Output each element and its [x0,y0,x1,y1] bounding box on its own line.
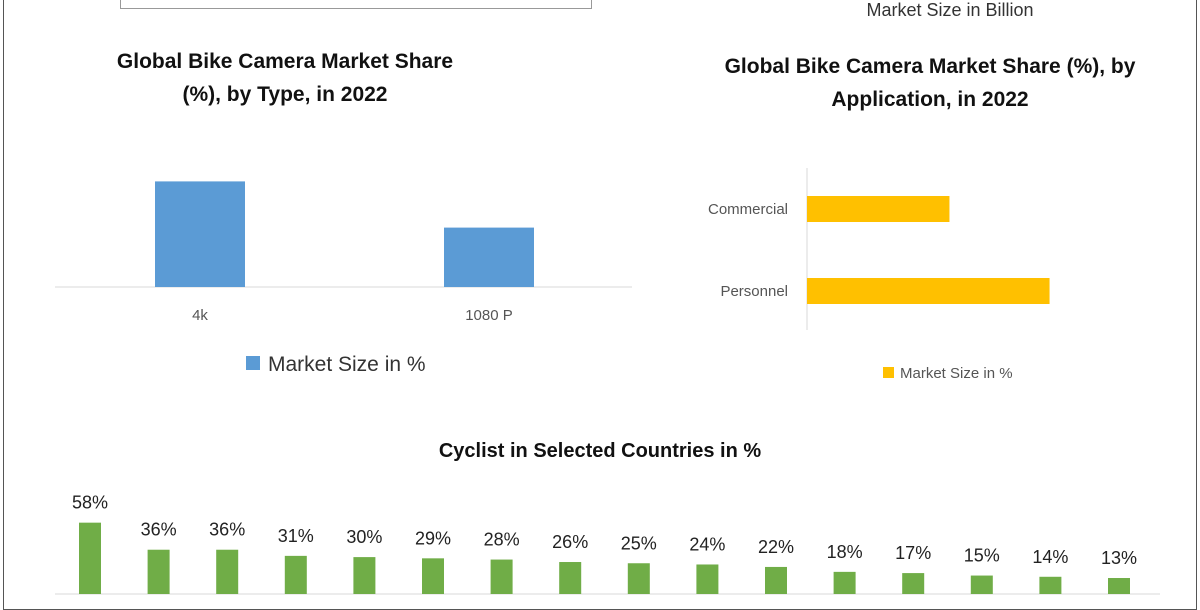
cyclist-bar [284,555,307,594]
cyclist-data-label: 31% [278,526,314,546]
cyclist-data-label: 26% [552,532,588,552]
cyclist-data-label: 14% [1032,547,1068,567]
type-tick-label: 4k [192,307,208,324]
cyclist-data-label: 58% [72,493,108,513]
top-box [120,0,592,9]
cyclist-bar [559,562,582,594]
cyclist-data-label: 22% [758,537,794,557]
cyclist-bar [216,549,239,594]
application-tick-label: Commercial [708,201,788,218]
cyclist-bar [422,558,444,594]
cyclist-data-label: 30% [346,527,382,547]
application-chart-title: Global Bike Camera Market Share (%), by … [724,55,1136,111]
cyclist-data-label: 13% [1101,548,1137,568]
type-legend-swatch [246,356,260,370]
cyclist-bar [765,566,787,594]
cyclist-data-label: 29% [415,528,451,548]
cyclist-bar [833,571,856,594]
cyclist-data-label: 15% [964,546,1000,566]
cyclist-bar [353,557,376,594]
application-legend-label: Market Size in % [900,365,1013,382]
cyclist-bar [970,575,993,594]
cyclist-data-label: 28% [484,530,520,550]
cyclist-data-label: 18% [827,542,863,562]
cyclist-data-label: 36% [141,520,177,540]
type-tick-label: 1080 P [465,307,513,324]
cyclist-bar [1108,578,1130,594]
cyclist-data-label: 17% [895,543,931,563]
cyclist-data-label: 25% [621,533,657,553]
billion-legend-label: Market Size in Billion [866,0,1034,20]
application-bar [807,196,950,222]
cyclist-bar [902,573,925,594]
application-tick-label: Personnel [720,283,788,300]
cyclist-bar [147,549,170,594]
cyclist-bar [1039,576,1062,594]
cyclist-data-label: 24% [689,534,725,554]
type-bar [155,181,245,287]
application-legend-swatch [883,367,894,378]
cyclist-bar [490,559,513,594]
cyclist-data-label: 36% [209,520,245,540]
type-bar [444,227,534,287]
cyclist-bar [696,564,719,594]
cyclist-bar [79,522,101,594]
cyclist-chart-title: Cyclist in Selected Countries in % [438,440,762,462]
type-chart-title: Global Bike Camera Market Share (%), by … [116,50,454,106]
type-legend-label: Market Size in % [268,353,426,376]
application-bar [807,278,1050,304]
cyclist-bar [627,563,650,594]
